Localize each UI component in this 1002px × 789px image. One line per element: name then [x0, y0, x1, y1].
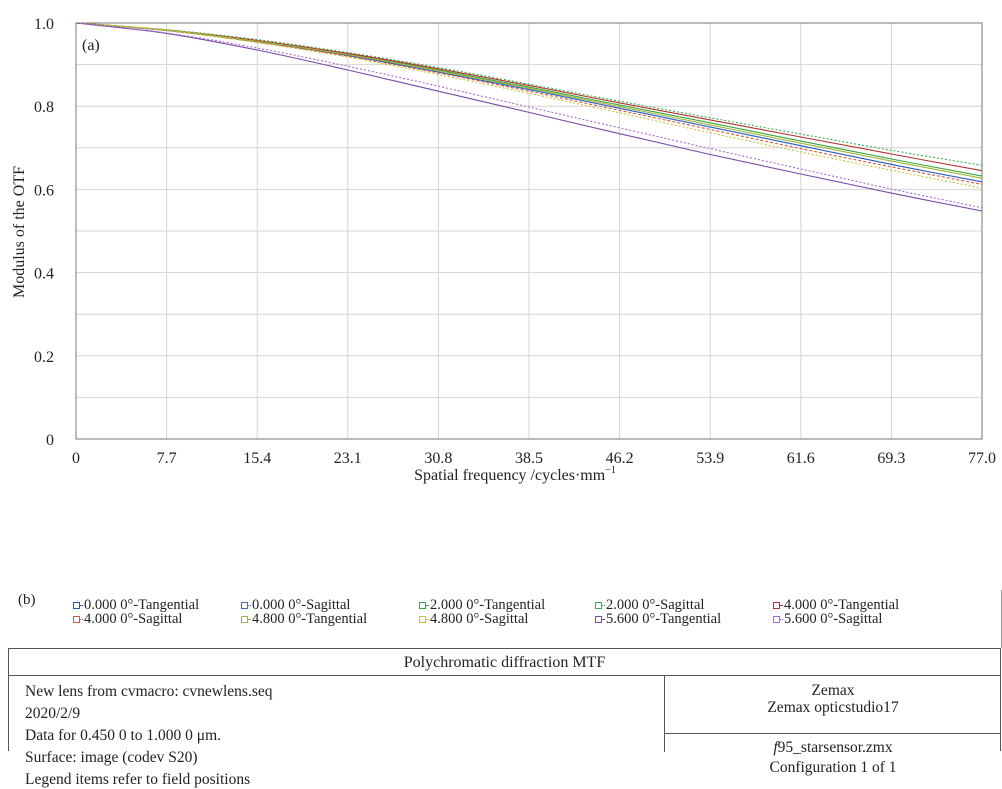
y-tick-label: 1.0 — [34, 16, 54, 33]
series-line — [75, 22, 983, 212]
info-table: Polychromatic diffraction MTF New lens f… — [8, 648, 1001, 788]
legend-swatch-icon — [595, 615, 605, 624]
legend-label: 5.600 0°-Tangential — [606, 611, 722, 627]
mtf-chart: 0 7.7 15.4 23.1 30.8 38.5 46.2 53.9 61.6 69.3 77.0… — [11, 16, 996, 484]
x-tick-label: 23.1 — [334, 450, 362, 467]
y-tick-label: 0.6 — [34, 182, 54, 199]
series-line — [75, 22, 983, 166]
y-tick-label: 0 — [46, 432, 54, 449]
series-line — [75, 22, 983, 179]
x-tick-label: 61.6 — [787, 450, 815, 467]
x-tick-label: 46.2 — [606, 450, 634, 467]
legend-label: 4.000 0°-Tangential — [784, 597, 900, 613]
legend-item: 2.000 0°-Tangential — [419, 598, 595, 613]
lens-source-line: New lens from cvmacro: cvnewlens.seq — [25, 683, 273, 700]
legend-swatch-icon — [773, 615, 783, 624]
file-name: f95_starsensor.zmx — [665, 738, 1001, 758]
legend-item: 5.600 0°-Tangential — [595, 612, 773, 627]
legend-swatch-icon — [419, 615, 429, 624]
x-tick-label: 38.5 — [515, 450, 543, 467]
panel-a-label: (a) — [82, 37, 100, 54]
grid-lines — [76, 23, 982, 439]
legend-label: 0.000 0°-Tangential — [84, 597, 200, 613]
x-tick-label: 7.7 — [157, 450, 177, 467]
software-cell: Zemax Zemax opticstudio17 — [665, 676, 1001, 734]
legend-item: 0.000 0°-Tangential — [73, 598, 241, 613]
series-layer — [75, 22, 983, 212]
table-title: Polychromatic diffraction MTF — [9, 649, 1000, 676]
series-line — [75, 22, 983, 189]
software-version: Zemax opticstudio17 — [767, 699, 899, 716]
x-axis-label: Spatial frequency /cycles·mm−1 — [414, 465, 616, 484]
x-tick-label: 69.3 — [877, 450, 905, 467]
x-tick-label: 30.8 — [424, 450, 452, 467]
legend-label: 2.000 0°-Tangential — [430, 597, 546, 613]
x-axis-label-sup: −1 — [605, 465, 616, 476]
legend-label: 0.000 0°-Sagittal — [252, 597, 351, 613]
x-tick-label: 77.0 — [968, 450, 996, 467]
file-cell: f95_starsensor.zmx Configuration 1 of 1 — [665, 734, 1001, 776]
wavelength-line: Data for 0.450 0 to 1.000 0 μm. — [25, 727, 222, 744]
x-tick-label: 53.9 — [696, 450, 724, 467]
legend-item: 4.800 0°-Tangential — [241, 612, 419, 627]
y-tick-label: 0.8 — [34, 99, 54, 116]
lens-info-cell: New lens from cvmacro: cvnewlens.seq 202… — [9, 676, 665, 788]
legend-swatch-icon — [773, 601, 783, 610]
legend-item: 5.600 0°-Sagittal — [773, 612, 882, 627]
legend-item: 4.800 0°-Sagittal — [419, 612, 595, 627]
file-name-prefix: f — [773, 739, 778, 756]
legend-swatch-icon — [241, 615, 251, 624]
y-tick-label: 0.2 — [34, 349, 54, 366]
y-tick-label: 0.4 — [34, 266, 54, 283]
legend-label: 4.000 0°-Sagittal — [84, 611, 183, 627]
legend-item: 4.000 0°-Sagittal — [73, 612, 241, 627]
legend-item: 4.000 0°-Tangential — [773, 598, 899, 613]
surface-line: Surface: image (codev S20) — [25, 749, 198, 766]
legend-row-2: 4.000 0°-Sagittal 4.800 0°-Tangential 4.80… — [73, 612, 882, 627]
legend-label: 4.800 0°-Sagittal — [430, 611, 529, 627]
legend-swatch-icon — [73, 615, 83, 624]
legend-swatch-icon — [419, 601, 429, 610]
legend-item: 2.000 0°-Sagittal — [595, 598, 773, 613]
y-axis-label: Modulus of the OTF — [11, 166, 28, 298]
software-name: Zemax — [811, 682, 855, 699]
legend-row-1: 0.000 0°-Tangential 0.000 0°-Sagittal 2.00… — [73, 598, 899, 613]
date-line: 2020/2/9 — [25, 705, 81, 722]
configuration-label: Configuration 1 of 1 — [769, 759, 897, 776]
legend-swatch-icon — [241, 601, 251, 610]
legend-label: 5.600 0°-Sagittal — [784, 611, 883, 627]
plot-frame — [75, 22, 983, 440]
y-tick-labels: 0 0.2 0.4 0.6 0.8 1.0 — [34, 16, 54, 449]
x-tick-labels: 0 7.7 15.4 23.1 30.8 38.5 46.2 53.9 61.6 69.3 77.0 — [72, 450, 996, 467]
series-line — [75, 22, 983, 172]
legend-item: 0.000 0°-Sagittal — [241, 598, 419, 613]
legend-note-line: Legend items refer to field positions — [25, 771, 251, 788]
info-panel: (b) 0.000 0°-Tangential 0.000 0°-Sagittal… — [0, 590, 1002, 788]
x-tick-label: 15.4 — [243, 450, 271, 467]
legend-swatch-icon — [73, 601, 83, 610]
legend-swatch-icon — [595, 601, 605, 610]
x-axis-label-text: Spatial frequency /cycles·mm — [414, 467, 606, 484]
legend-label: 4.800 0°-Tangential — [252, 611, 368, 627]
panel-b-label: (b) — [18, 592, 36, 608]
series-line — [75, 22, 983, 209]
x-tick-label: 0 — [72, 450, 80, 467]
file-name-rest: 95_starsensor.zmx — [777, 739, 893, 756]
legend-label: 2.000 0°-Sagittal — [606, 597, 705, 613]
